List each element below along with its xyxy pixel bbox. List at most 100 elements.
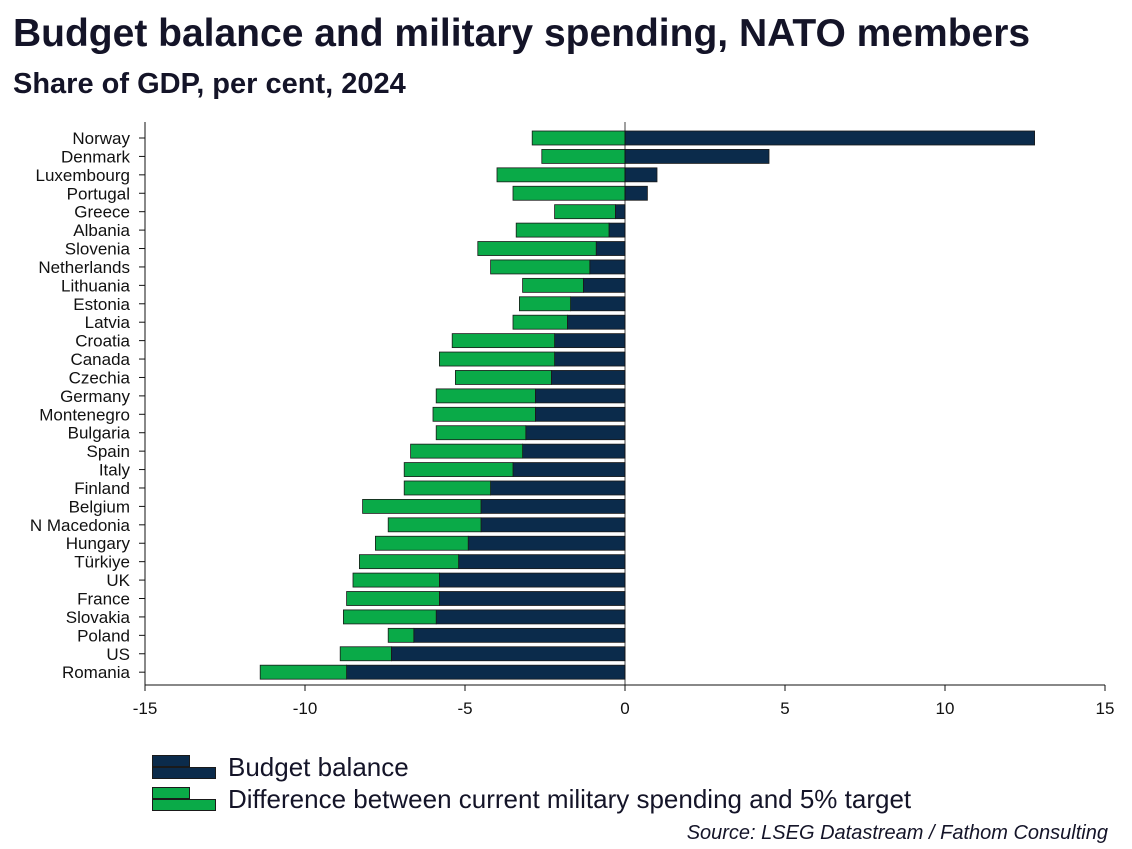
bar-military-5	[515, 222, 610, 238]
source-note: Source: LSEG Datastream / Fathom Consult…	[686, 822, 1108, 844]
bar-military-23	[358, 554, 459, 570]
bar-military-12	[438, 351, 555, 367]
category-label-10: Latvia	[85, 313, 131, 332]
category-label-2: Luxembourg	[35, 166, 130, 185]
bar-military-3	[512, 185, 626, 201]
x-tick-label-6: 15	[1096, 699, 1115, 718]
bar-military-7	[490, 259, 591, 275]
bar-military-16	[435, 425, 527, 441]
legend-item-budget: Budget balance	[152, 751, 911, 783]
legend-item-military: Difference between current military spen…	[152, 783, 911, 815]
legend-label-military: Difference between current military spen…	[228, 783, 912, 814]
category-label-26: Slovakia	[66, 608, 131, 627]
category-label-13: Czechia	[69, 368, 131, 387]
bar-budget-20	[480, 498, 626, 514]
bar-budget-1	[624, 149, 770, 164]
category-label-9: Estonia	[73, 295, 130, 314]
bar-military-21	[387, 517, 482, 533]
x-tick-label-0: -15	[133, 699, 158, 718]
bar-military-11	[451, 333, 556, 349]
category-label-0: Norway	[72, 129, 130, 148]
legend: Budget balance Difference between curren…	[152, 751, 911, 815]
bar-military-18	[403, 462, 514, 477]
bar-budget-17	[522, 443, 626, 459]
category-label-6: Slovenia	[65, 240, 131, 259]
bar-budget-28	[390, 646, 626, 662]
bar-budget-18	[512, 462, 626, 477]
legend-swatch-budget	[152, 755, 216, 779]
category-label-28: US	[106, 645, 130, 664]
category-label-8: Lithuania	[61, 276, 131, 295]
chart-title: Budget balance and military spending, NA…	[13, 12, 1031, 55]
category-label-16: Bulgaria	[68, 424, 131, 443]
x-tick-label-1: -10	[293, 699, 318, 718]
axes-group: -15 -10 -5 0 5 10 15	[133, 122, 1115, 718]
bar-budget-26	[435, 609, 626, 625]
category-label-15: Montenegro	[39, 405, 130, 424]
bar-military-19	[403, 480, 492, 496]
legend-label-budget: Budget balance	[228, 751, 409, 782]
category-label-5: Albania	[73, 221, 130, 240]
category-label-22: Hungary	[66, 534, 131, 553]
bar-military-15	[432, 406, 536, 422]
bar-military-27	[387, 627, 415, 643]
category-label-19: Finland	[74, 479, 130, 498]
x-tick-label-2: -5	[457, 699, 472, 718]
bar-military-0	[531, 130, 626, 146]
bar-budget-24	[438, 572, 626, 588]
bar-budget-0	[624, 130, 1036, 146]
bar-military-9	[519, 296, 572, 312]
category-label-4: Greece	[74, 203, 130, 222]
bar-military-28	[339, 646, 392, 662]
category-label-17: Spain	[87, 442, 130, 461]
legend-swatch-military	[152, 787, 216, 811]
bar-budget-14	[535, 388, 626, 404]
category-label-25: France	[77, 590, 130, 609]
bar-military-4	[554, 204, 616, 220]
bar-budget-29	[346, 664, 626, 680]
bar-budget-6	[595, 241, 626, 256]
bar-military-2	[496, 167, 626, 183]
bar-budget-23	[458, 554, 626, 570]
bar-budget-9	[570, 296, 626, 312]
category-label-12: Canada	[70, 350, 130, 369]
x-tick-label-4: 5	[780, 699, 789, 718]
category-label-18: Italy	[99, 461, 131, 480]
bar-military-22	[374, 535, 469, 551]
bar-military-6	[477, 241, 597, 256]
bar-military-20	[362, 498, 482, 514]
x-tick-label-5: 10	[936, 699, 955, 718]
bar-budget-22	[467, 535, 626, 551]
bars-group	[259, 130, 1036, 680]
category-label-3: Portugal	[67, 184, 130, 203]
category-label-14: Germany	[60, 387, 130, 406]
bar-budget-3	[624, 185, 648, 201]
x-tick-label-3: 0	[620, 699, 629, 718]
bar-budget-11	[554, 333, 626, 349]
category-label-24: UK	[106, 571, 130, 590]
bar-budget-25	[438, 591, 626, 606]
bar-budget-19	[490, 480, 626, 496]
bar-budget-15	[535, 406, 626, 422]
bar-military-29	[259, 664, 348, 680]
bar-military-24	[352, 572, 440, 588]
bar-budget-13	[551, 370, 626, 385]
category-label-20: Belgium	[69, 497, 130, 516]
category-label-29: Romania	[62, 663, 131, 682]
category-label-27: Poland	[77, 626, 130, 645]
bar-budget-8	[583, 277, 626, 293]
bar-military-1	[541, 149, 626, 164]
category-labels: NorwayDenmarkLuxembourgPortugalGreeceAlb…	[30, 129, 131, 682]
bar-budget-2	[624, 167, 658, 183]
bar-budget-10	[567, 314, 626, 330]
category-label-21: N Macedonia	[30, 516, 131, 535]
bar-military-25	[346, 591, 440, 606]
bar-military-10	[512, 314, 568, 330]
bar-military-26	[342, 609, 437, 625]
bar-budget-27	[413, 627, 626, 643]
bar-military-13	[454, 370, 552, 385]
bar-budget-5	[608, 222, 626, 238]
bar-military-8	[522, 277, 584, 293]
bar-budget-16	[525, 425, 626, 441]
